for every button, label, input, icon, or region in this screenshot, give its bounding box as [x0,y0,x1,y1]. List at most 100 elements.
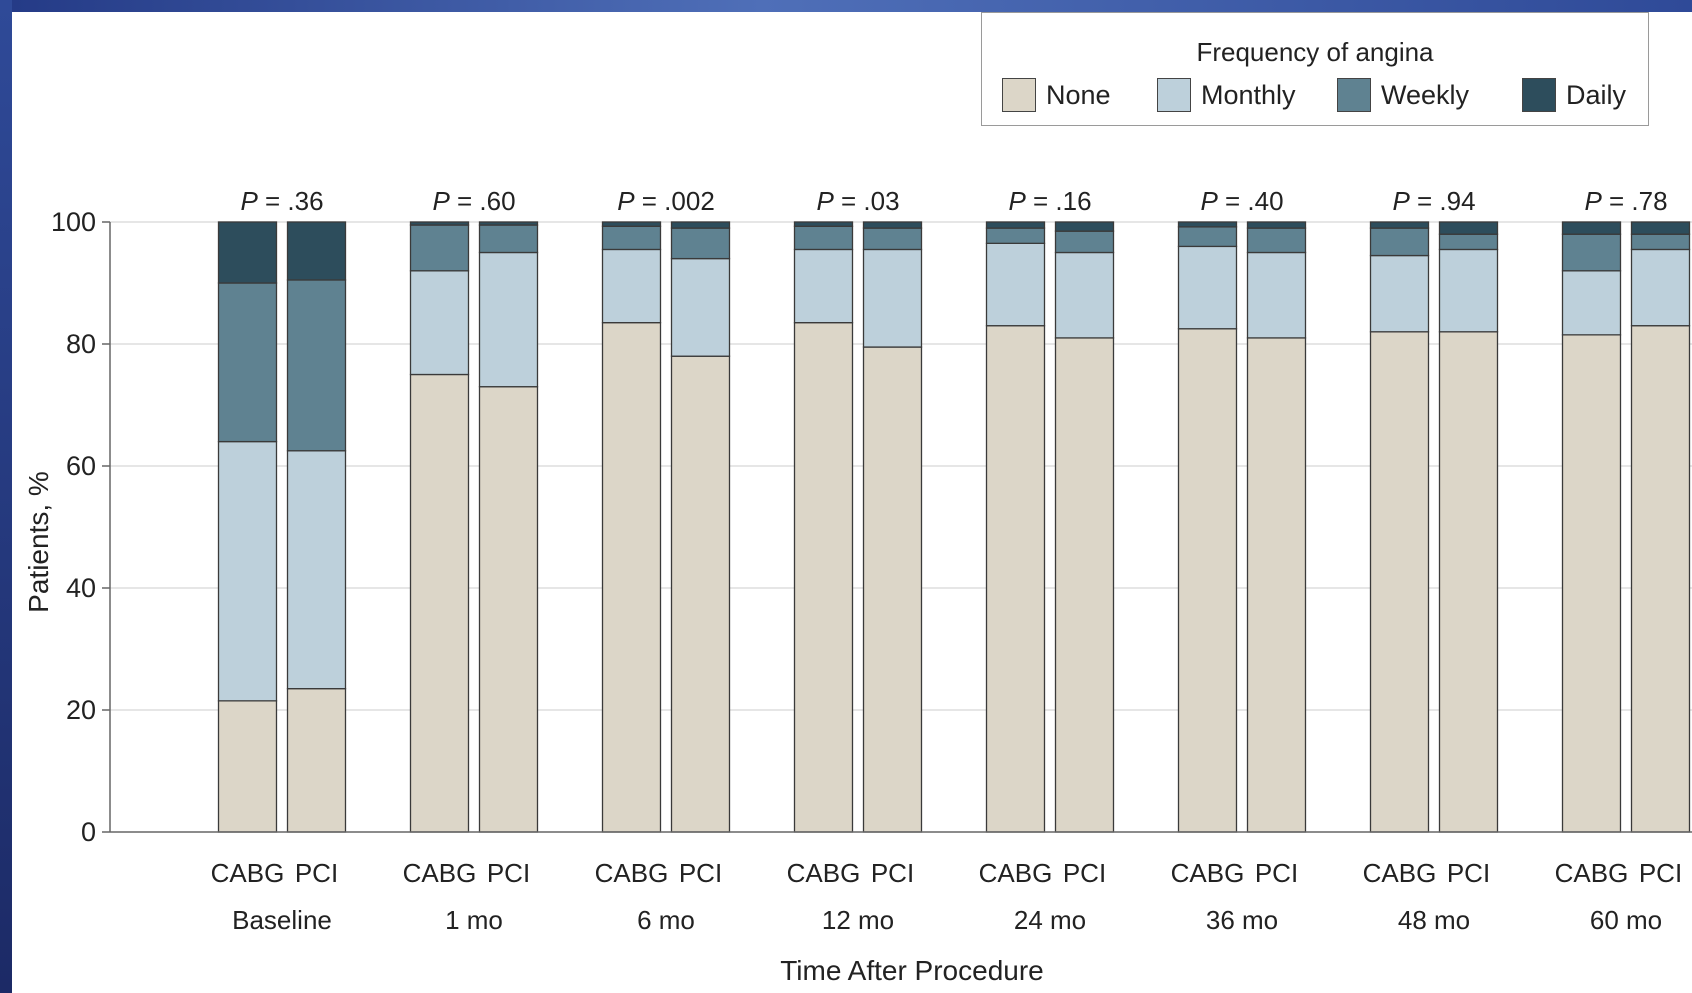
bar-segment-none [985,325,1046,833]
bar-segment-monthly [670,257,731,357]
legend-label-none: None [1046,79,1111,110]
bar-segment-none [1369,331,1430,833]
bar-label: CABG [1363,858,1437,888]
legend-label-daily: Daily [1566,79,1627,110]
bar-segment-monthly [1561,270,1622,336]
bar-segment-none [217,700,278,833]
bar-segment-monthly [1630,248,1691,327]
bar-segment-none [478,386,539,833]
p-value-label: P = .002 [617,186,715,216]
background-strip [0,0,1692,12]
y-tick-label: 0 [81,817,96,847]
group-label: 60 mo [1590,905,1662,935]
bar-segment-none [1246,337,1307,833]
legend-swatch-none [1002,78,1036,112]
bar-segment-daily [286,221,347,281]
bar-label: CABG [979,858,1053,888]
bar-label: PCI [487,858,530,888]
legend-item-none: None [1002,77,1111,113]
legend-item-weekly: Weekly [1337,77,1469,113]
legend-item-daily: Daily [1522,77,1626,113]
y-tick-label: 20 [66,695,96,725]
group-label: 12 mo [822,905,894,935]
bar-segment-weekly [1630,233,1691,251]
bar-label: CABG [403,858,477,888]
bar-segment-weekly [793,225,854,251]
bar-label: PCI [679,858,722,888]
chart-frame: Frequency of angina None Monthly Weekly … [12,12,1692,993]
bar-segment-none [601,321,662,833]
legend-label-weekly: Weekly [1381,79,1470,110]
bar-segment-daily [1438,221,1499,235]
bar-segment-daily [670,221,731,229]
bar-segment-daily [601,221,662,227]
bar-segment-weekly [985,227,1046,245]
p-value-label: P = .16 [1008,186,1091,216]
bar-segment-monthly [985,242,1046,327]
bar-segment-daily [217,221,278,284]
y-tick-label: 40 [66,573,96,603]
p-value-label: P = .60 [432,186,515,216]
bar-segment-weekly [217,282,278,443]
bar-segment-monthly [862,248,923,348]
bar-segment-weekly [1177,226,1238,248]
bars [217,221,1691,833]
bar-segment-none [862,346,923,833]
bar-segment-none [1438,331,1499,833]
bar-label: PCI [871,858,914,888]
bar-label: PCI [1639,858,1682,888]
bar-segment-monthly [1246,251,1307,339]
bar-segment-none [1630,325,1691,833]
bar-label: CABG [1555,858,1629,888]
bar-segment-weekly [1246,227,1307,254]
bar-label: CABG [595,858,669,888]
bar-segment-daily [793,221,854,227]
bar-segment-monthly [601,248,662,324]
legend-title: Frequency of angina [1196,37,1434,67]
bar-segment-weekly [1438,233,1499,251]
p-value-label: P = .94 [1392,186,1475,216]
y-tick-label: 60 [66,451,96,481]
bar-label: CABG [1171,858,1245,888]
bar-segment-monthly [1177,245,1238,330]
p-value-label: P = .36 [240,186,323,216]
bar-segment-none [1561,334,1622,833]
legend-swatch-weekly [1337,78,1371,112]
bar-segment-weekly [601,225,662,251]
bar-label: PCI [1063,858,1106,888]
legend-swatch-monthly [1157,78,1191,112]
axes [102,221,1692,833]
bar-segment-daily [985,221,1046,229]
bar-segment-daily [1177,221,1238,228]
bar-segment-monthly [793,248,854,324]
p-value-label: P = .40 [1200,186,1283,216]
bar-segment-none [286,688,347,833]
group-label: 48 mo [1398,905,1470,935]
bar-segment-daily [1054,221,1115,232]
legend-item-monthly: Monthly [1157,77,1296,113]
background-left-edge [0,0,12,993]
bar-segment-daily [1369,221,1430,229]
legend-label-monthly: Monthly [1201,79,1296,110]
p-value-label: P = .03 [816,186,899,216]
y-axis-label: Patients, % [23,471,54,613]
legend: Frequency of angina None Monthly Weekly … [981,12,1649,126]
bar-segment-none [1177,328,1238,833]
group-label: Baseline [232,905,332,935]
legend-swatch-daily [1522,78,1556,112]
bar-segment-none [1054,337,1115,833]
bar-label: CABG [211,858,285,888]
bar-segment-monthly [478,251,539,388]
bar-segment-daily [478,221,539,226]
bar-label: PCI [1447,858,1490,888]
bar-segment-monthly [217,440,278,702]
bar-segment-weekly [409,224,470,272]
bar-segment-monthly [1438,248,1499,333]
group-label: 36 mo [1206,905,1278,935]
bar-segment-none [409,373,470,833]
bar-label: CABG [787,858,861,888]
group-label: 1 mo [445,905,503,935]
bar-segment-daily [1246,221,1307,229]
bar-segment-monthly [1054,251,1115,339]
group-label: 24 mo [1014,905,1086,935]
